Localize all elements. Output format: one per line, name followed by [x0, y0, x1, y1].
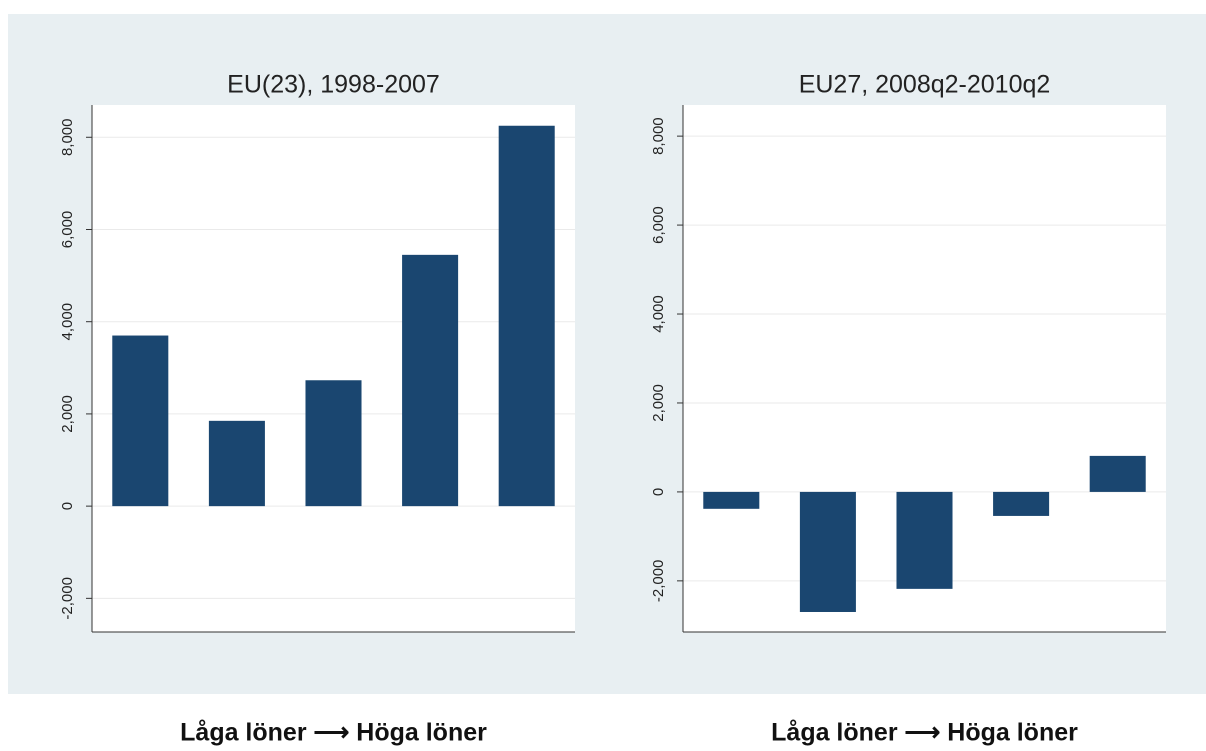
y-tick-label: 4,000: [650, 295, 667, 333]
y-tick-label: 6,000: [59, 211, 76, 249]
y-tick-label: -2,000: [59, 577, 76, 620]
x-axis-label: Låga löner ⟶ Höga löner: [180, 719, 487, 747]
plot-area: [92, 105, 575, 632]
y-tick-label: 4,000: [59, 303, 76, 341]
y-tick-label: 8,000: [59, 119, 76, 157]
y-tick-label: 8,000: [650, 117, 667, 155]
y-tick-label: 6,000: [650, 206, 667, 244]
y-tick-label: 2,000: [650, 384, 667, 422]
bar: [112, 335, 169, 507]
bar: [896, 491, 953, 589]
bar: [208, 420, 265, 507]
bar: [305, 380, 362, 507]
bar: [498, 125, 555, 507]
chart-title: EU27, 2008q2-2010q2: [799, 71, 1051, 99]
bar: [1089, 455, 1146, 492]
y-tick-label: 0: [650, 488, 667, 496]
bar: [402, 254, 459, 507]
bar: [993, 491, 1050, 516]
bar: [703, 491, 760, 509]
chart-title: EU(23), 1998-2007: [227, 71, 440, 99]
y-tick-label: -2,000: [650, 560, 667, 603]
bar: [799, 491, 856, 612]
y-tick-label: 2,000: [59, 395, 76, 433]
y-tick-label: 0: [59, 502, 76, 510]
x-axis-label: Låga löner ⟶ Höga löner: [771, 719, 1078, 747]
